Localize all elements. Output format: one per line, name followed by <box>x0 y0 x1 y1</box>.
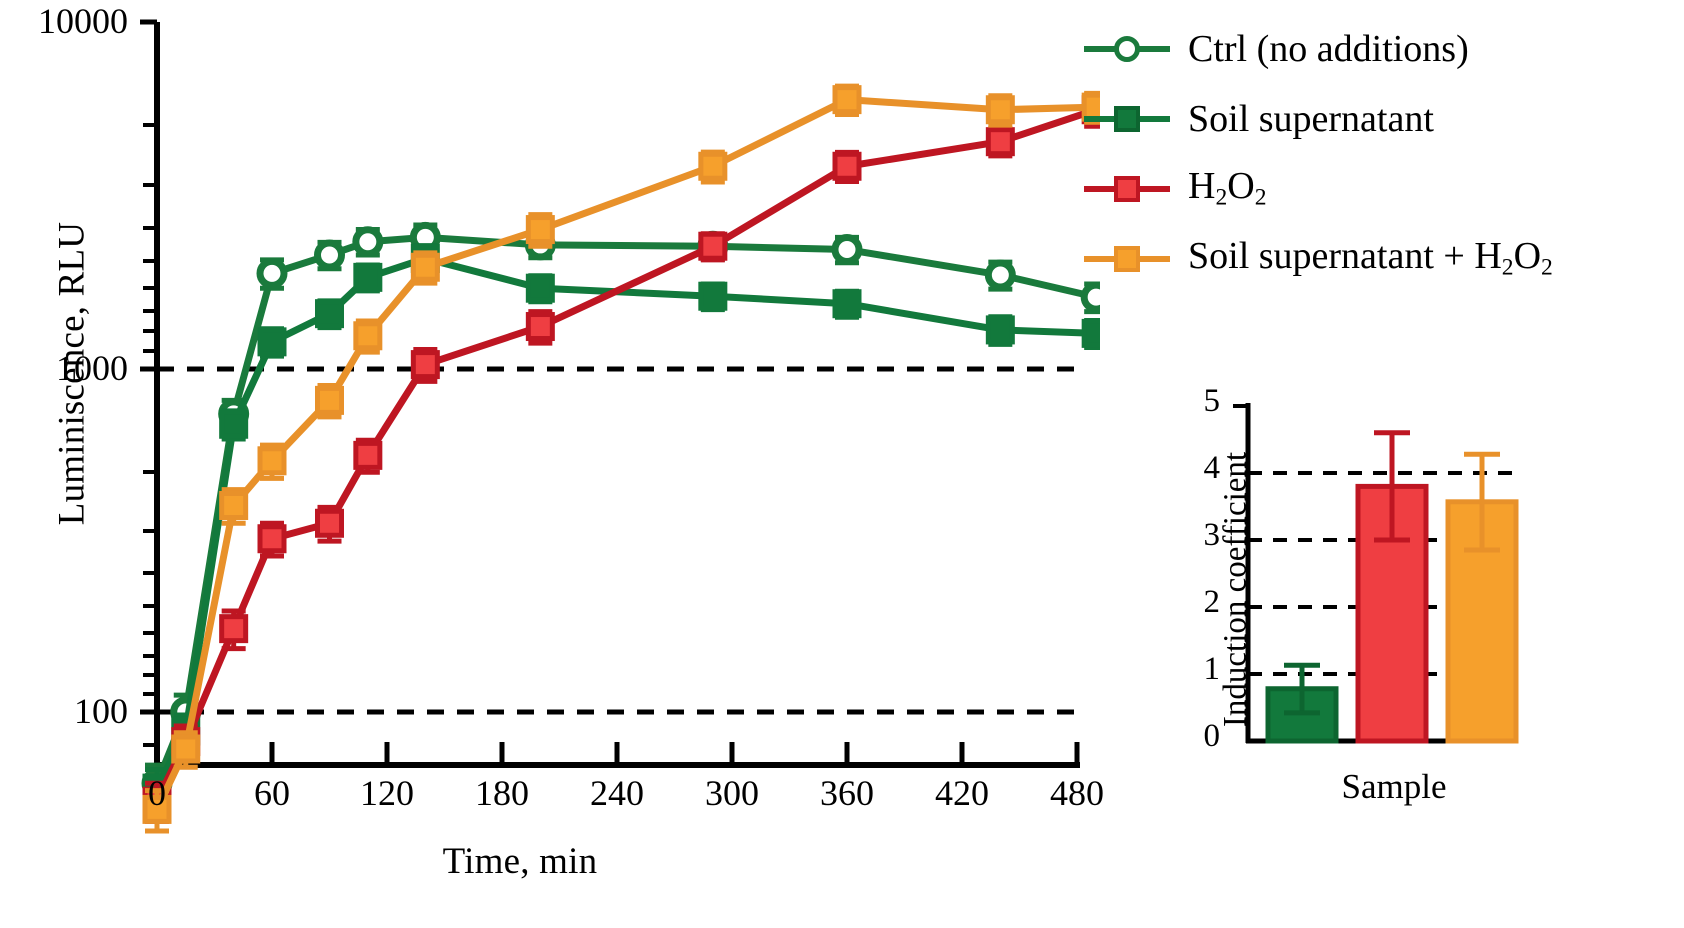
data-point-marker <box>353 321 383 351</box>
series-0 <box>141 221 1100 807</box>
data-point-marker <box>831 234 863 266</box>
data-point-marker <box>985 127 1015 157</box>
legend: Ctrl (no additions) Soil supernatant H2O… <box>1084 14 1684 294</box>
data-point-marker <box>315 385 344 415</box>
data-point-marker <box>256 257 288 289</box>
legend-marker-orange-square-icon <box>1084 244 1170 274</box>
x-tick-label-420: 420 <box>935 773 989 813</box>
data-point-marker <box>832 151 862 181</box>
data-point-marker <box>257 524 287 554</box>
inset-error-bar <box>1284 662 1320 716</box>
data-point-marker <box>219 614 249 644</box>
legend-marker-green-square-icon <box>1084 104 1170 134</box>
data-point-marker <box>1081 318 1100 348</box>
legend-label-soil-supernatant-h2o2: Soil supernatant + H2O2 <box>1188 235 1553 282</box>
inset-plot-canvas <box>1233 403 1519 744</box>
legend-label-ctrl: Ctrl (no additions) <box>1188 28 1469 70</box>
x-tick-label-0: 0 <box>148 773 166 813</box>
data-point-marker <box>525 215 555 245</box>
data-point-marker <box>1080 281 1100 313</box>
legend-marker-red-square-icon <box>1084 174 1170 204</box>
data-point-marker <box>832 289 862 319</box>
legend-marker-open-circle-icon <box>1084 34 1170 64</box>
x-tick-label-60: 60 <box>254 773 290 813</box>
inset-y-tick-2: 2 <box>1203 584 1221 620</box>
inset-error-bar <box>1374 430 1410 543</box>
legend-item-soil-supernatant-h2o2[interactable]: Soil supernatant + H2O2 <box>1084 224 1684 294</box>
x-tick-label-480: 480 <box>1050 773 1104 813</box>
x-tick-label-360: 360 <box>820 773 874 813</box>
x-tick-label-120: 120 <box>360 773 414 813</box>
data-point-marker <box>985 95 1015 125</box>
data-point-marker <box>171 734 201 764</box>
legend-item-ctrl[interactable]: Ctrl (no additions) <box>1084 14 1684 84</box>
legend-item-h2o2[interactable]: H2O2 <box>1084 154 1684 224</box>
data-point-marker <box>219 409 249 439</box>
x-tick-label-180: 180 <box>475 773 529 813</box>
legend-label-soil-supernatant: Soil supernatant <box>1188 98 1434 140</box>
y-tick-label-10000: 10000 <box>38 1 128 41</box>
inset-bars-layer <box>1265 430 1519 744</box>
inset-bar-chart: 5 4 3 2 1 0 Induction coefficient Sample <box>1158 383 1578 825</box>
data-point-marker <box>315 299 344 329</box>
data-point-marker <box>353 440 383 470</box>
main-plot-canvas <box>140 19 1100 834</box>
series-1 <box>142 243 1100 812</box>
x-tick-label-300: 300 <box>705 773 759 813</box>
data-point-marker <box>410 350 440 380</box>
series-3 <box>142 83 1100 834</box>
x-tick-label-240: 240 <box>590 773 644 813</box>
data-point-marker <box>142 794 172 824</box>
data-point-marker <box>257 327 287 357</box>
data-point-marker <box>314 239 345 271</box>
axes <box>140 19 1080 768</box>
main-line-chart: 10000 1000 100 0 60 120 180 240 300 360 … <box>38 1 1104 882</box>
data-point-marker <box>985 315 1015 345</box>
inset-error-bar <box>1464 451 1500 553</box>
data-point-marker <box>315 508 344 538</box>
inset-x-axis-label: Sample <box>1341 767 1447 806</box>
data-point-marker <box>352 226 384 258</box>
legend-label-h2o2: H2O2 <box>1188 165 1267 212</box>
gridlines <box>157 366 1080 715</box>
inset-y-axis-title: Induction coefficient <box>1217 451 1254 728</box>
inset-bar-2[interactable] <box>1445 451 1519 744</box>
data-point-marker <box>410 252 440 282</box>
inset-bar-0[interactable] <box>1265 662 1339 744</box>
legend-item-soil-supernatant[interactable]: Soil supernatant <box>1084 84 1684 154</box>
data-point-marker <box>525 312 555 342</box>
inset-y-tick-5: 5 <box>1203 383 1221 419</box>
y-tick-label-1000: 1000 <box>56 348 128 388</box>
inset-y-tick-3: 3 <box>1203 517 1221 553</box>
inset-y-tick-0: 0 <box>1203 718 1221 754</box>
inset-y-tick-1: 1 <box>1203 651 1221 687</box>
y-tick-label-100: 100 <box>74 691 128 731</box>
inset-y-tick-4: 4 <box>1203 450 1221 486</box>
data-point-marker <box>698 231 728 261</box>
data-point-marker <box>984 259 1016 291</box>
data-point-marker <box>525 273 555 303</box>
data-series-layer <box>141 83 1100 834</box>
inset-bar-1[interactable] <box>1355 430 1429 744</box>
data-point-marker <box>219 490 249 520</box>
data-point-marker <box>698 151 728 181</box>
data-point-marker <box>257 446 287 476</box>
y-axis-title: Luminiscence, RLU <box>51 221 93 526</box>
x-axis-title: Time, min <box>442 841 598 882</box>
data-point-marker <box>353 262 383 292</box>
data-point-marker <box>832 85 862 115</box>
data-point-marker <box>698 281 728 311</box>
